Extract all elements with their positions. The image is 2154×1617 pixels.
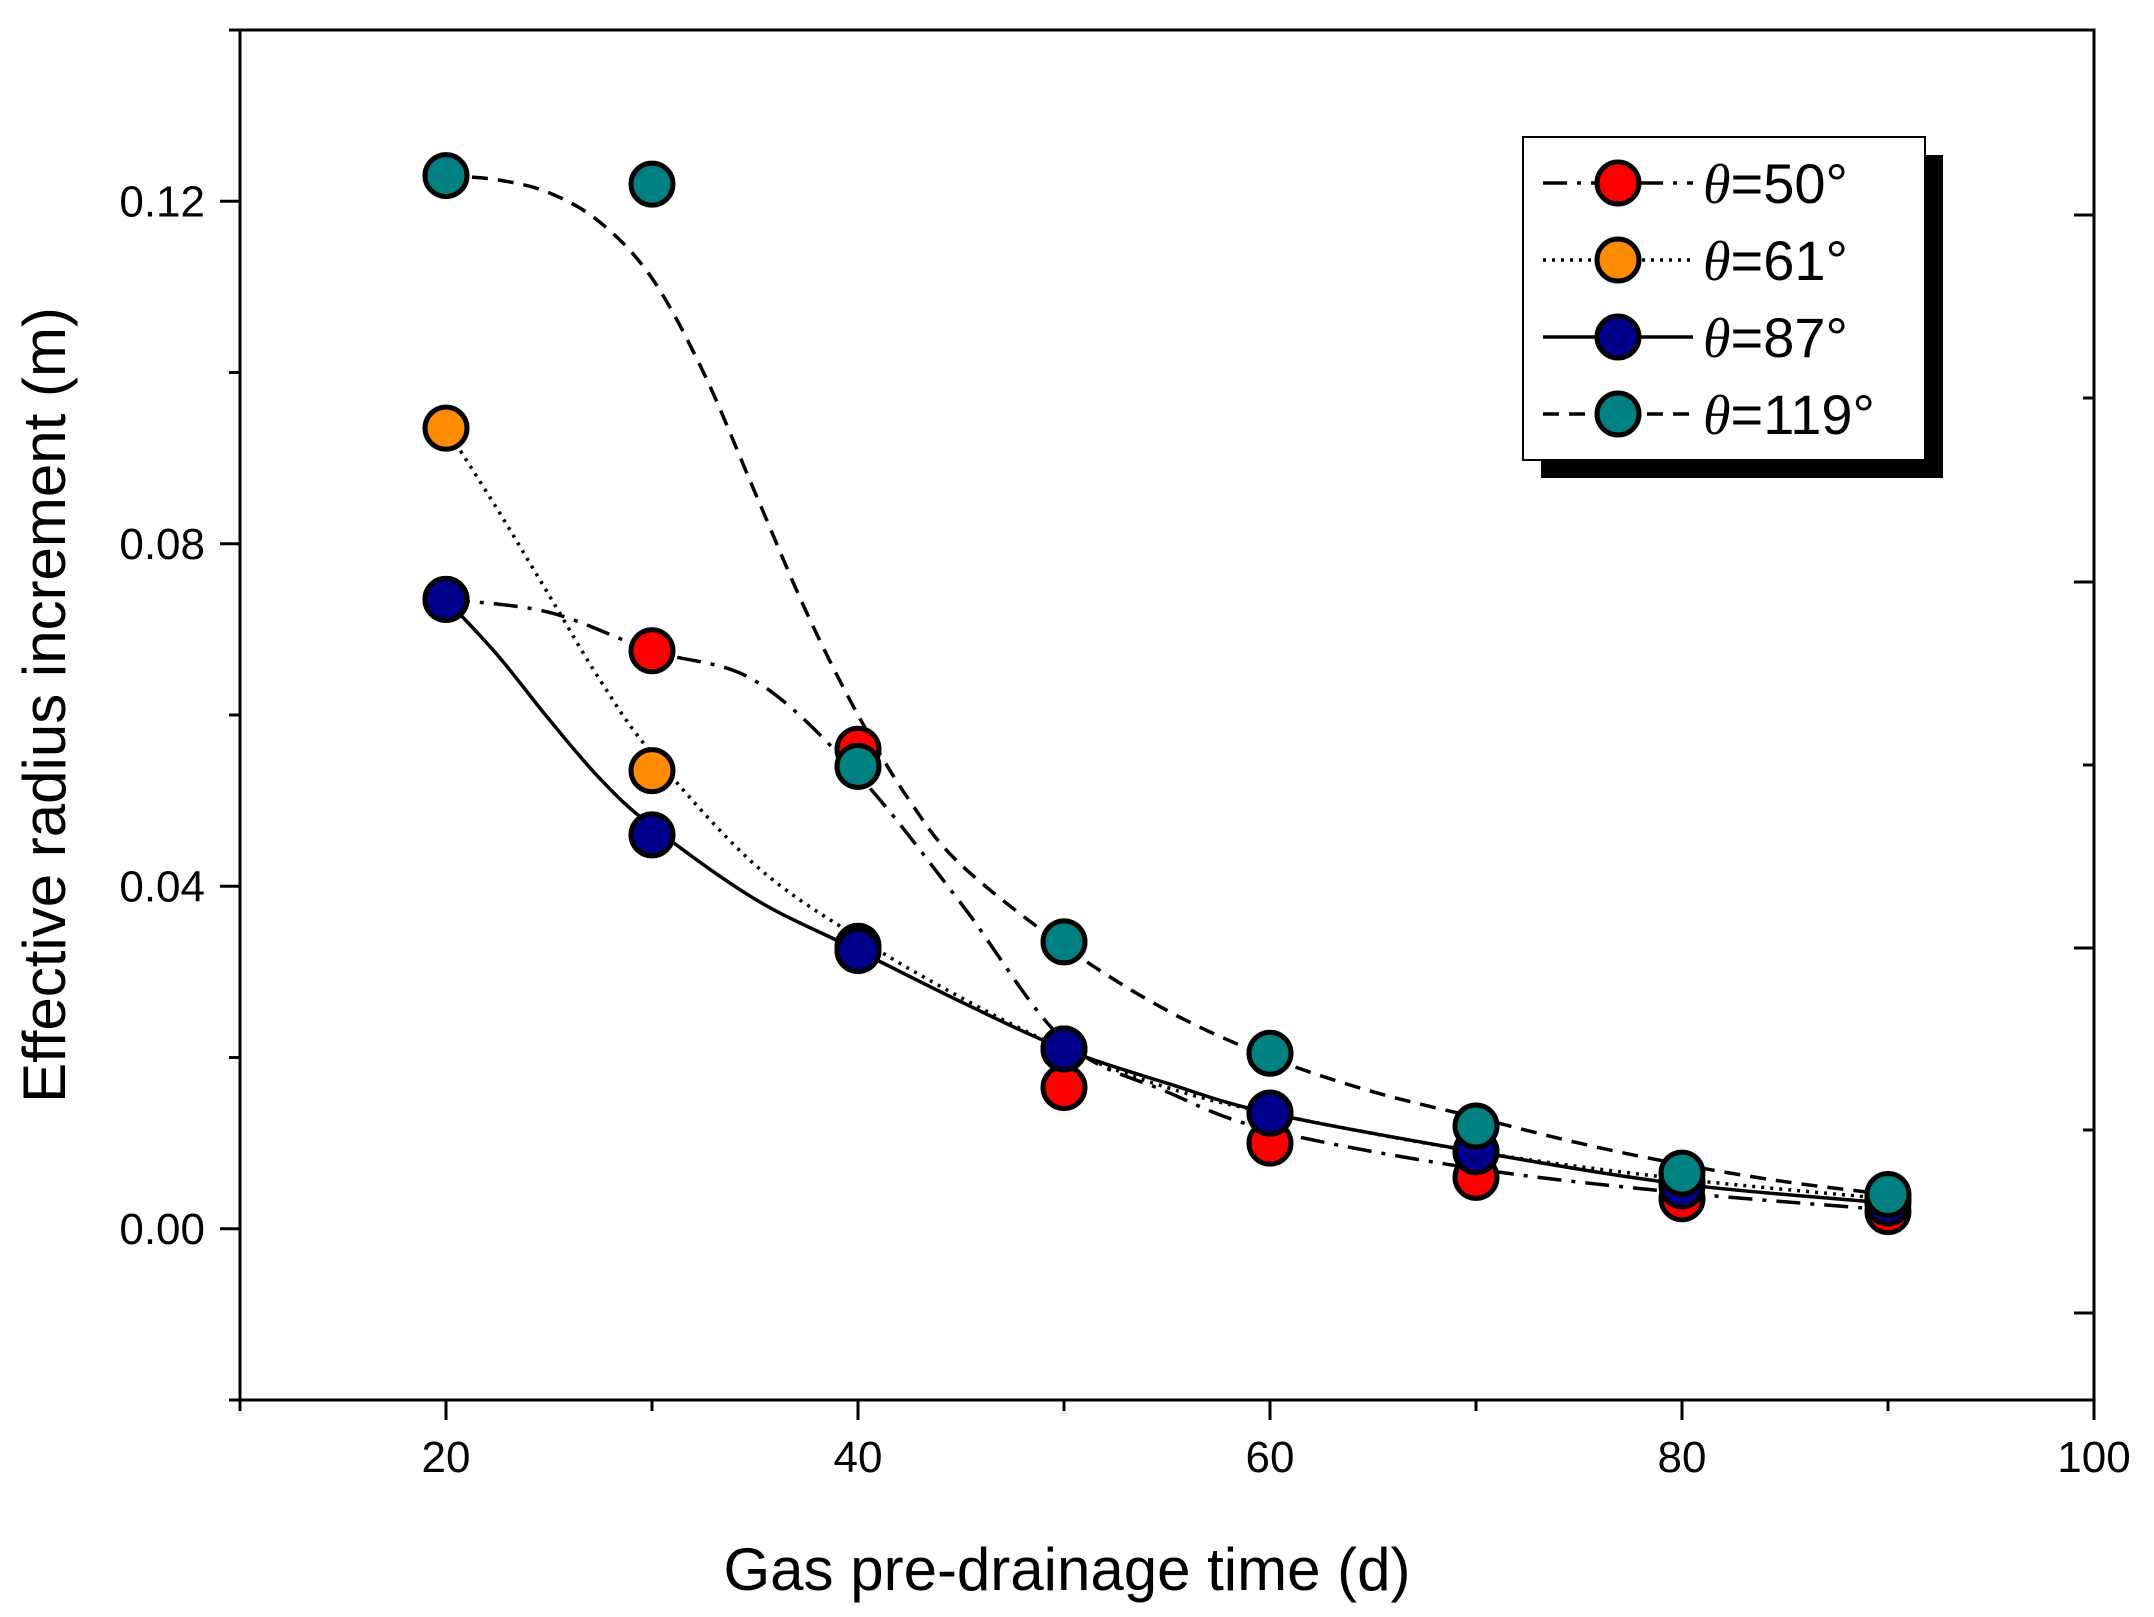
- data-point-series-3: [1864, 1171, 1912, 1218]
- legend-value: =61°: [1731, 229, 1848, 292]
- data-point-series-2: [1246, 1089, 1294, 1137]
- x-tick-label: 100: [2057, 1433, 2130, 1482]
- data-point-series-1: [628, 747, 676, 795]
- data-point-series-3: [1246, 1029, 1294, 1077]
- y-tick-label: 0.00: [119, 1205, 205, 1254]
- x-tick-label: 20: [422, 1433, 471, 1482]
- series-line-1: [444, 427, 1889, 1201]
- legend-theta-symbol: θ: [1703, 308, 1731, 370]
- data-point-series-1: [422, 404, 470, 452]
- legend-label-1: θ=61°: [1703, 229, 1848, 293]
- axis-ticks: [220, 28, 2096, 1420]
- legend-label-2: θ=87°: [1703, 306, 1848, 370]
- x-tick-label: 60: [1246, 1433, 1295, 1482]
- y-tick-label: 0.12: [119, 177, 205, 226]
- data-point-series-2: [1040, 1025, 1088, 1073]
- legend: θ=50°θ=61°θ=87°θ=119°: [1522, 136, 1943, 478]
- legend-marker-1: [1594, 236, 1642, 284]
- y-axis-title: Effective radius increment (m): [11, 307, 78, 1103]
- data-point-series-2: [834, 926, 882, 974]
- x-tick-label: 40: [834, 1433, 883, 1482]
- series-line-3: [445, 173, 1889, 1197]
- data-point-series-3: [422, 152, 470, 200]
- data-point-series-0: [1040, 1063, 1088, 1111]
- y-tick-label: 0.04: [119, 862, 205, 911]
- data-point-series-3: [628, 160, 676, 208]
- legend-theta-symbol: θ: [1703, 231, 1731, 293]
- data-point-series-3: [834, 742, 882, 790]
- data-point-series-3: [1040, 918, 1088, 966]
- legend-value: =87°: [1731, 306, 1848, 369]
- data-point-series-2: [628, 811, 676, 859]
- series-markers: [422, 152, 1912, 1236]
- series-line-0: [445, 597, 1889, 1212]
- data-point-series-2: [422, 575, 470, 623]
- series-line-2: [444, 598, 1889, 1205]
- x-tick-label: 80: [1658, 1433, 1707, 1482]
- y-tick-label: 0.08: [119, 520, 205, 569]
- legend-value: =50°: [1731, 152, 1848, 215]
- data-point-series-3: [1452, 1102, 1500, 1150]
- legend-box: [1522, 136, 1926, 461]
- legend-label-0: θ=50°: [1703, 152, 1848, 216]
- legend-label-3: θ=119°: [1703, 383, 1875, 447]
- x-axis-title: Gas pre-drainage time (d): [724, 1536, 1411, 1603]
- data-point-series-3: [1658, 1149, 1706, 1197]
- legend-marker-3: [1594, 390, 1642, 438]
- legend-value: =119°: [1731, 383, 1875, 446]
- legend-marker-0: [1594, 159, 1642, 207]
- data-point-series-0: [628, 627, 676, 675]
- axis-tick-labels: 20 40 60 80 100 0.00 0.04 0.08 0.12: [119, 177, 2130, 1482]
- legend-theta-symbol: θ: [1703, 385, 1731, 447]
- legend-marker-2: [1594, 313, 1642, 361]
- legend-theta-symbol: θ: [1703, 154, 1731, 216]
